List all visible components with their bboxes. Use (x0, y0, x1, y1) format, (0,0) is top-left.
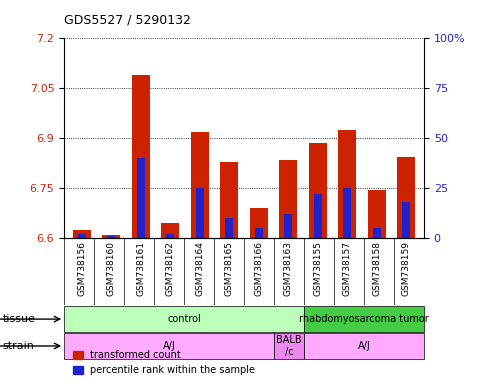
Bar (304, 333, 424, 359)
Text: A/J: A/J (357, 341, 370, 351)
Bar (166, 234, 174, 238)
Bar (191, 132, 209, 238)
Bar (103, 235, 120, 238)
Bar (107, 236, 115, 238)
Bar (64, 306, 304, 332)
Bar (402, 202, 410, 238)
Text: BALB
/c: BALB /c (276, 335, 302, 357)
Bar (343, 188, 352, 238)
Bar (280, 160, 297, 238)
Bar (309, 143, 327, 238)
Bar (338, 130, 356, 238)
Bar (132, 75, 150, 238)
Bar (250, 208, 268, 238)
Text: rhabdomyosarcoma tumor: rhabdomyosarcoma tumor (299, 314, 429, 324)
Text: GDS5527 / 5290132: GDS5527 / 5290132 (64, 14, 191, 27)
Text: tissue: tissue (2, 314, 35, 324)
Bar (368, 190, 386, 238)
Bar (225, 218, 233, 238)
Bar (220, 162, 238, 238)
Bar (161, 223, 179, 238)
Bar (196, 188, 204, 238)
Bar (274, 333, 304, 359)
Bar (314, 194, 322, 238)
Bar (397, 157, 415, 238)
Text: strain: strain (2, 341, 35, 351)
Text: A/J: A/J (163, 341, 176, 351)
Bar (78, 234, 86, 238)
Bar (73, 230, 91, 238)
Bar (255, 228, 263, 238)
Bar (373, 228, 381, 238)
Bar (284, 214, 292, 238)
Legend: transformed count, percentile rank within the sample: transformed count, percentile rank withi… (69, 346, 259, 379)
Bar (304, 306, 424, 332)
Text: control: control (167, 314, 201, 324)
Bar (137, 158, 145, 238)
Bar (64, 333, 274, 359)
